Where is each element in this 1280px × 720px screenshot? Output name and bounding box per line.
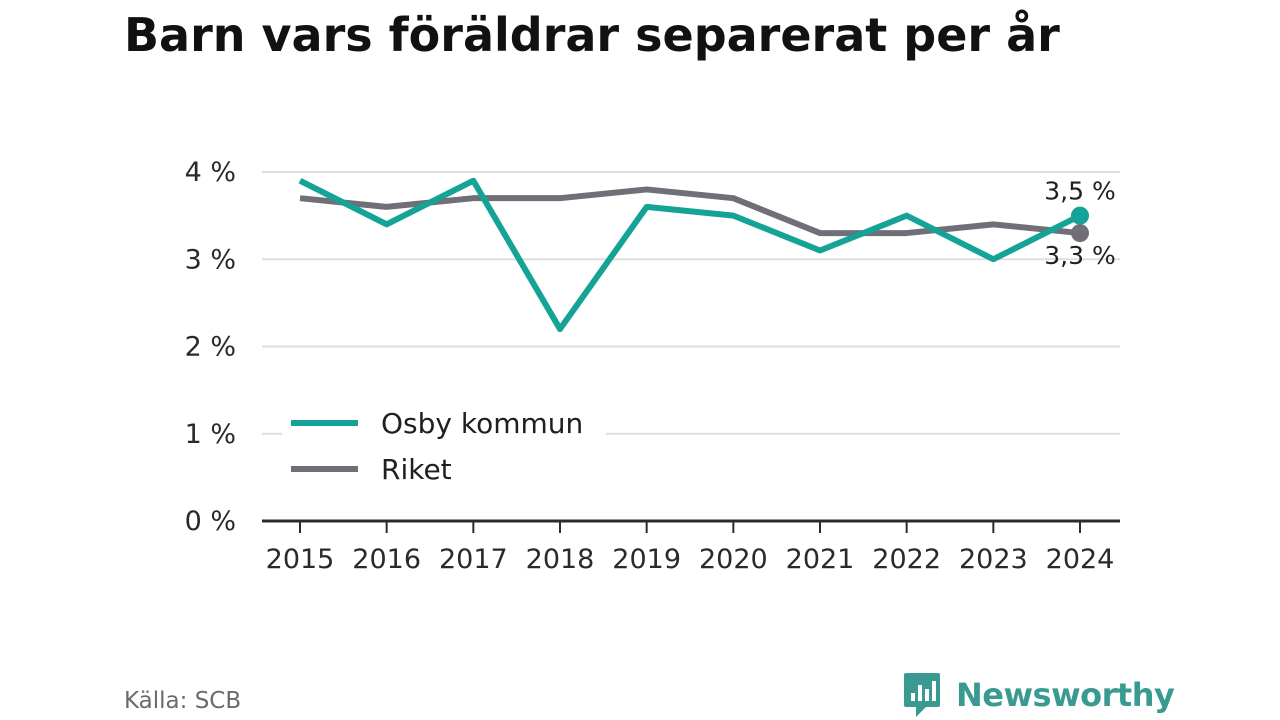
series-line-osby <box>298 177 1082 333</box>
x-axis: 2015 2016 2017 2018 2019 2020 2021 2022 2023 2024 <box>262 519 1120 575</box>
end-point-riket <box>1071 224 1089 243</box>
x-tick-label: 2019 <box>612 544 681 575</box>
x-tick-label: 2016 <box>352 544 421 575</box>
y-tick-label: 1 % <box>185 419 236 450</box>
chart-title: Barn vars föräldrar separerat per år <box>124 8 1060 62</box>
series-lines: 3,5 % 3,3 % <box>298 177 1116 333</box>
x-tick-label: 2020 <box>699 544 768 575</box>
x-tick-label: 2017 <box>439 544 508 575</box>
end-label-riket: 3,3 % <box>1044 241 1115 270</box>
x-tick-label: 2024 <box>1046 544 1115 575</box>
end-label-osby: 3,5 % <box>1044 177 1115 206</box>
legend-label-osby: Osby kommun <box>381 407 583 440</box>
brand-name: Newsworthy <box>956 676 1175 714</box>
end-point-osby <box>1071 206 1089 225</box>
x-tick-label: 2023 <box>959 544 1028 575</box>
x-tick-label: 2022 <box>872 544 941 575</box>
x-tick-label: 2021 <box>786 544 855 575</box>
legend: Osby kommun Riket <box>282 398 606 494</box>
x-tick-label: 2018 <box>526 544 595 575</box>
y-tick-label: 3 % <box>185 244 236 275</box>
newsworthy-logo-icon <box>904 673 940 717</box>
legend-background <box>282 398 606 494</box>
y-tick-label: 4 % <box>185 157 236 188</box>
brand-logo: Newsworthy <box>902 670 1175 720</box>
x-tick-label: 2015 <box>266 544 335 575</box>
source-note: Källa: SCB <box>124 688 242 714</box>
y-tick-label: 2 % <box>185 332 236 363</box>
legend-label-riket: Riket <box>381 453 452 486</box>
y-tick-label: 0 % <box>185 506 236 537</box>
line-chart: 0 % 1 % 2 % 3 % 4 % 2015 2016 2017 2018 2019 2020… <box>185 157 1120 575</box>
y-axis-ticks: 0 % 1 % 2 % 3 % 4 % <box>185 157 236 537</box>
